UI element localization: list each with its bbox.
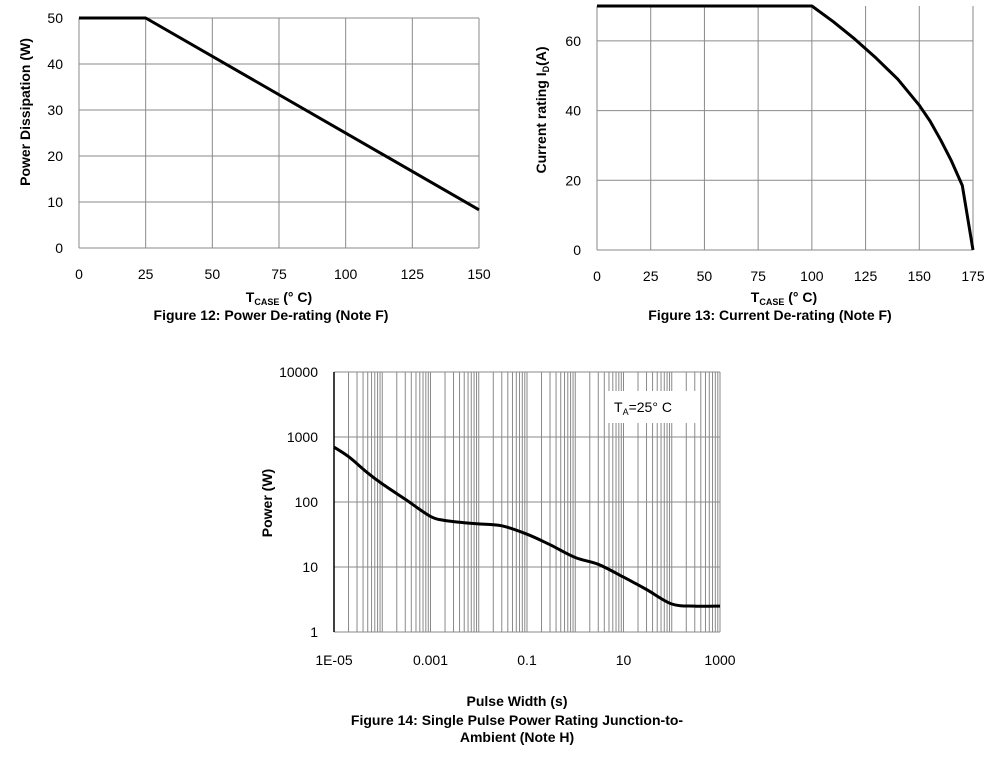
y-tick-label: 0 (573, 242, 581, 258)
x-tick-label: 0.1 (517, 652, 537, 668)
x-tick-label: 0.001 (413, 652, 448, 668)
x-tick-label: 50 (697, 268, 713, 284)
y-tick-label: 20 (565, 172, 581, 188)
power-derating-chart: Power Dissipation (W) TCASE (° C) Figure… (17, 10, 491, 323)
y-tick-label: 20 (47, 148, 63, 164)
x-tick-label: 1E-05 (315, 652, 353, 668)
x-tick-label: 125 (401, 266, 425, 282)
ylabel-power-dissipation: Power Dissipation (W) (17, 38, 33, 186)
y-tick-label: 1 (310, 624, 318, 640)
x-tick-label: 100 (800, 268, 824, 284)
y-tick-label: 10 (47, 194, 63, 210)
caption-figure-14-line2: Ambient (Note H) (460, 729, 574, 745)
y-tick-label: 50 (47, 10, 63, 26)
y-tick-label: 1000 (287, 429, 318, 445)
x-tick-label: 75 (271, 266, 287, 282)
x-tick-label: 0 (75, 266, 83, 282)
x-tick-label: 50 (205, 266, 221, 282)
series-line (597, 4, 975, 251)
x-tick-label: 150 (467, 266, 491, 282)
series-line (333, 445, 721, 608)
caption-figure-12: Figure 12: Power De-rating (Note F) (154, 307, 389, 323)
x-tick-label: 25 (138, 266, 154, 282)
x-tick-label: 10 (616, 652, 632, 668)
x-tick-label: 25 (643, 268, 659, 284)
y-tick-label: 30 (47, 102, 63, 118)
x-tick-label: 175 (961, 268, 985, 284)
y-tick-label: 40 (47, 56, 63, 72)
y-tick-label: 40 (565, 103, 581, 119)
ylabel-power: Power (W) (259, 469, 275, 537)
annotation-ta: TA=25° C (614, 399, 672, 417)
x-tick-label: 100 (334, 266, 358, 282)
svg-text:Current rating ID(A): Current rating ID(A) (533, 46, 551, 173)
single-pulse-power-chart: Power (W) TA=25° C Pulse Width (s) Figur… (259, 364, 736, 745)
xlabel-tcase: TCASE (° C) (751, 289, 817, 307)
caption-figure-14-line1: Figure 14: Single Pulse Power Rating Jun… (351, 712, 683, 728)
svg-text:Power (W): Power (W) (259, 469, 275, 537)
y-tick-label: 60 (565, 33, 581, 49)
y-tick-label: 100 (295, 494, 319, 510)
y-tick-label: 0 (55, 240, 63, 256)
ylabel-current-rating: Current rating ID(A) (533, 46, 551, 173)
xlabel-tcase: TCASE (° C) (246, 289, 312, 307)
current-derating-chart: Current rating ID(A) TCASE (° C) Figure … (533, 4, 985, 323)
y-tick-label: 10 (302, 559, 318, 575)
svg-text:Power Dissipation (W): Power Dissipation (W) (17, 38, 33, 186)
x-tick-label: 150 (908, 268, 932, 284)
x-tick-label: 1000 (704, 652, 735, 668)
x-tick-label: 75 (750, 268, 766, 284)
xlabel-pulse-width: Pulse Width (s) (467, 693, 568, 709)
x-tick-label: 0 (593, 268, 601, 284)
series-line (79, 16, 480, 212)
y-tick-label: 10000 (279, 364, 318, 380)
x-tick-label: 125 (854, 268, 878, 284)
legend-annotation-box (606, 391, 700, 423)
caption-figure-13: Figure 13: Current De-rating (Note F) (648, 307, 891, 323)
